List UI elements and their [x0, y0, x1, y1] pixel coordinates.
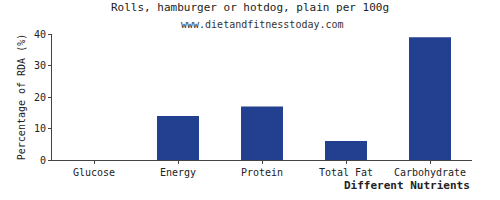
- svg-text:Energy: Energy: [160, 167, 196, 178]
- svg-text:Protein: Protein: [241, 167, 283, 178]
- svg-text:Rolls, hamburger or hotdog, pl: Rolls, hamburger or hotdog, plain per 10…: [111, 1, 389, 14]
- svg-text:Carbohydrate: Carbohydrate: [394, 167, 466, 178]
- svg-text:10: 10: [34, 123, 46, 134]
- svg-text:Different Nutrients: Different Nutrients: [344, 179, 470, 192]
- svg-text:Total Fat: Total Fat: [319, 167, 373, 178]
- svg-text:Glucose: Glucose: [73, 167, 115, 178]
- svg-text:30: 30: [34, 60, 46, 71]
- svg-text:0: 0: [40, 155, 46, 166]
- svg-text:40: 40: [34, 29, 46, 40]
- svg-text:20: 20: [34, 92, 46, 103]
- svg-text:www.dietandfitnesstoday.com: www.dietandfitnesstoday.com: [181, 19, 344, 30]
- svg-text:Percentage of RDA (%): Percentage of RDA (%): [16, 34, 27, 160]
